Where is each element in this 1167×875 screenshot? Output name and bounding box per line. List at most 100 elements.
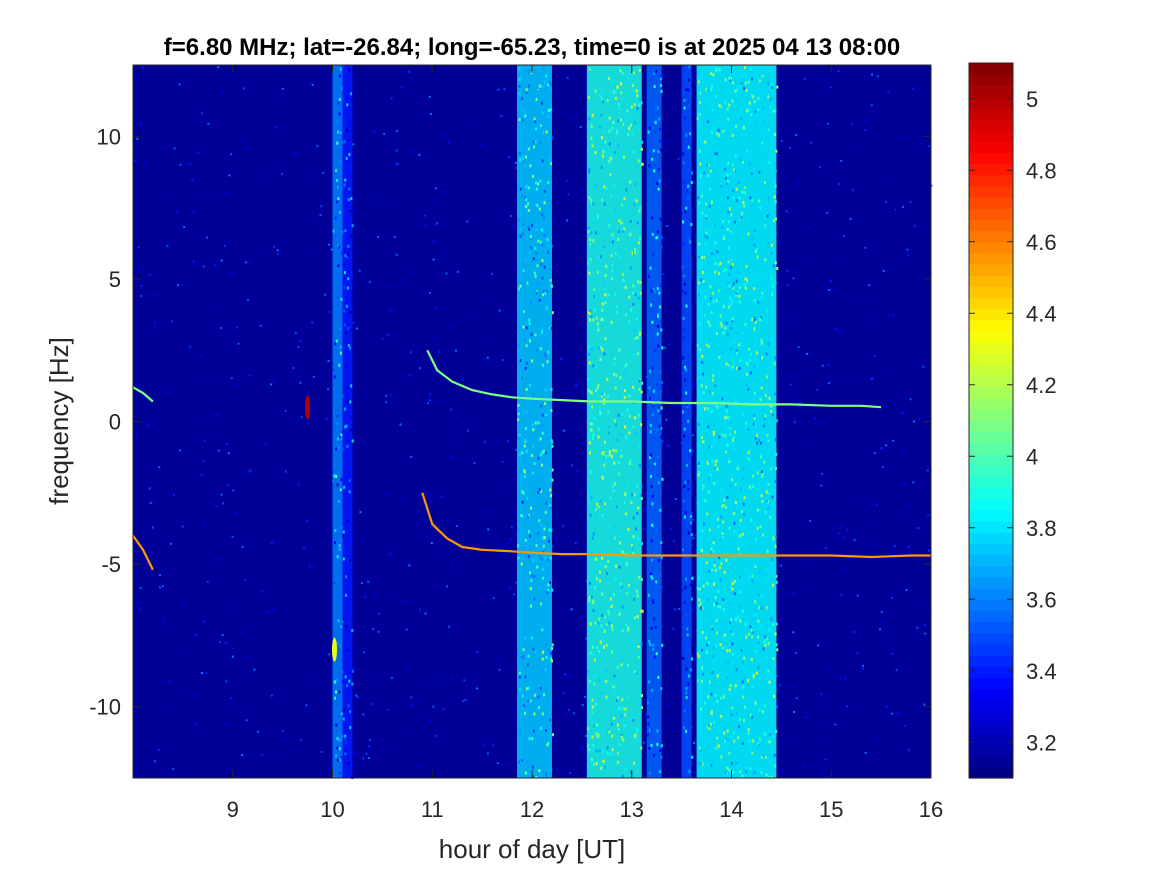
noise-cell: [562, 691, 565, 694]
band-speckle: [725, 256, 728, 260]
band-speckle: [724, 326, 727, 330]
band-speckle: [755, 351, 758, 355]
band-speckle: [647, 455, 650, 459]
band-speckle: [767, 342, 770, 346]
noise-cell: [435, 734, 438, 737]
noise-cell: [313, 218, 316, 221]
band-speckle: [723, 570, 726, 574]
noise-cell: [792, 277, 795, 280]
band-speckle: [540, 557, 543, 561]
band-speckle: [541, 628, 544, 632]
band-speckle: [730, 258, 733, 262]
band-speckle: [540, 463, 543, 467]
band-speckle: [659, 748, 662, 752]
band-speckle: [700, 243, 703, 247]
band-speckle: [591, 422, 594, 426]
noise-cell: [505, 486, 508, 489]
band-speckle: [592, 743, 595, 747]
band-speckle: [770, 467, 773, 471]
band-speckle: [653, 464, 656, 468]
band-speckle: [618, 706, 621, 710]
noise-cell: [179, 67, 182, 70]
noise-cell: [780, 139, 783, 142]
noise-cell: [352, 143, 355, 146]
noise-cell: [408, 374, 411, 377]
band-speckle: [657, 150, 660, 154]
noise-cell: [490, 272, 493, 275]
band-speckle: [655, 236, 658, 240]
band-speckle: [608, 160, 611, 164]
band-speckle: [344, 675, 347, 679]
band-speckle: [714, 714, 717, 718]
noise-cell: [443, 550, 446, 553]
band-speckle: [702, 487, 705, 491]
band-speckle: [775, 622, 778, 626]
noise-cell: [220, 327, 223, 330]
band-speckle: [731, 263, 734, 267]
noise-cell: [824, 547, 827, 550]
band-speckle: [710, 625, 713, 629]
band-speckle: [541, 84, 544, 88]
band-speckle: [710, 311, 713, 315]
band-speckle: [594, 621, 597, 625]
band-speckle: [605, 455, 608, 459]
band-speckle: [529, 544, 532, 548]
band-speckle: [709, 722, 712, 726]
band-speckle: [657, 481, 660, 485]
band-speckle: [549, 488, 552, 492]
band-speckle: [600, 97, 603, 101]
noise-cell: [818, 166, 821, 169]
band-speckle: [541, 717, 544, 721]
noise-cell: [416, 699, 419, 702]
noise-cell: [395, 253, 398, 256]
broadband-band: [696, 65, 777, 778]
band-speckle: [335, 723, 338, 727]
band-speckle: [541, 657, 544, 661]
band-speckle: [628, 295, 631, 299]
band-speckle: [727, 260, 730, 264]
band-speckle: [550, 388, 553, 392]
noise-cell: [406, 665, 409, 668]
band-speckle: [335, 690, 338, 694]
band-speckle: [638, 319, 641, 323]
band-speckle: [747, 727, 750, 731]
band-speckle: [597, 255, 600, 259]
band-speckle: [537, 532, 540, 536]
band-speckle: [714, 152, 717, 156]
band-speckle: [522, 269, 525, 273]
band-speckle: [773, 195, 776, 199]
band-speckle: [698, 201, 701, 205]
noise-cell: [356, 250, 359, 253]
band-speckle: [608, 77, 611, 81]
y-tick-label: -10: [89, 695, 121, 720]
band-speckle: [535, 493, 538, 497]
band-speckle: [686, 627, 689, 631]
noise-cell: [311, 321, 314, 324]
band-speckle: [682, 316, 685, 320]
band-speckle: [342, 262, 345, 266]
band-speckle: [769, 760, 772, 764]
band-speckle: [697, 761, 700, 765]
band-speckle: [708, 528, 711, 532]
noise-cell: [570, 608, 573, 611]
band-speckle: [629, 233, 632, 237]
band-speckle: [601, 309, 604, 313]
band-speckle: [734, 500, 737, 504]
noise-cell: [239, 710, 242, 713]
noise-cell: [876, 301, 879, 304]
band-speckle: [687, 682, 690, 686]
band-speckle: [519, 234, 522, 238]
band-speckle: [688, 674, 691, 678]
band-speckle: [698, 587, 701, 591]
band-speckle: [767, 641, 770, 645]
band-speckle: [771, 413, 774, 417]
band-speckle: [640, 746, 643, 750]
noise-cell: [153, 293, 156, 296]
band-speckle: [649, 396, 652, 400]
band-speckle: [550, 326, 553, 330]
band-speckle: [650, 485, 653, 489]
band-speckle: [628, 208, 631, 212]
noise-cell: [871, 524, 874, 527]
noise-cell: [308, 565, 311, 568]
band-speckle: [588, 679, 591, 683]
